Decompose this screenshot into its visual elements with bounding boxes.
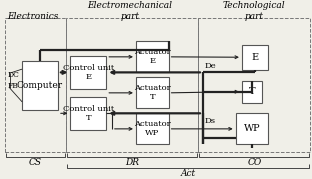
FancyBboxPatch shape [136, 77, 168, 108]
Text: DC: DC [7, 71, 19, 79]
Text: WP: WP [244, 124, 260, 133]
FancyBboxPatch shape [22, 61, 58, 110]
FancyBboxPatch shape [136, 41, 168, 72]
Text: T: T [249, 87, 255, 96]
Text: Control unit
E: Control unit E [63, 64, 114, 81]
Text: Computer: Computer [17, 81, 63, 90]
FancyBboxPatch shape [136, 113, 168, 144]
FancyBboxPatch shape [236, 113, 268, 144]
Bar [198, 18, 310, 152]
Text: Control unit
T: Control unit T [63, 105, 114, 122]
Text: Actuator
WP: Actuator WP [134, 120, 171, 137]
Text: E: E [251, 53, 259, 62]
FancyBboxPatch shape [71, 56, 106, 89]
FancyBboxPatch shape [242, 81, 262, 103]
Text: FB: FB [7, 82, 18, 90]
FancyBboxPatch shape [71, 97, 106, 130]
Bar [5, 18, 66, 152]
Text: Actuator
E: Actuator E [134, 48, 171, 66]
Text: De: De [204, 62, 216, 70]
Text: CS: CS [29, 158, 42, 167]
Text: Ds: Ds [204, 117, 216, 125]
Text: Electronics: Electronics [7, 12, 59, 21]
Text: Electromechanical
part: Electromechanical part [87, 1, 172, 21]
FancyBboxPatch shape [242, 45, 268, 70]
Text: Technological
part: Technological part [223, 1, 286, 21]
Text: DR: DR [125, 158, 139, 167]
Text: CO: CO [247, 158, 261, 167]
Bar [66, 18, 198, 152]
Text: Actuator
T: Actuator T [134, 84, 171, 101]
Text: Act: Act [181, 169, 196, 178]
